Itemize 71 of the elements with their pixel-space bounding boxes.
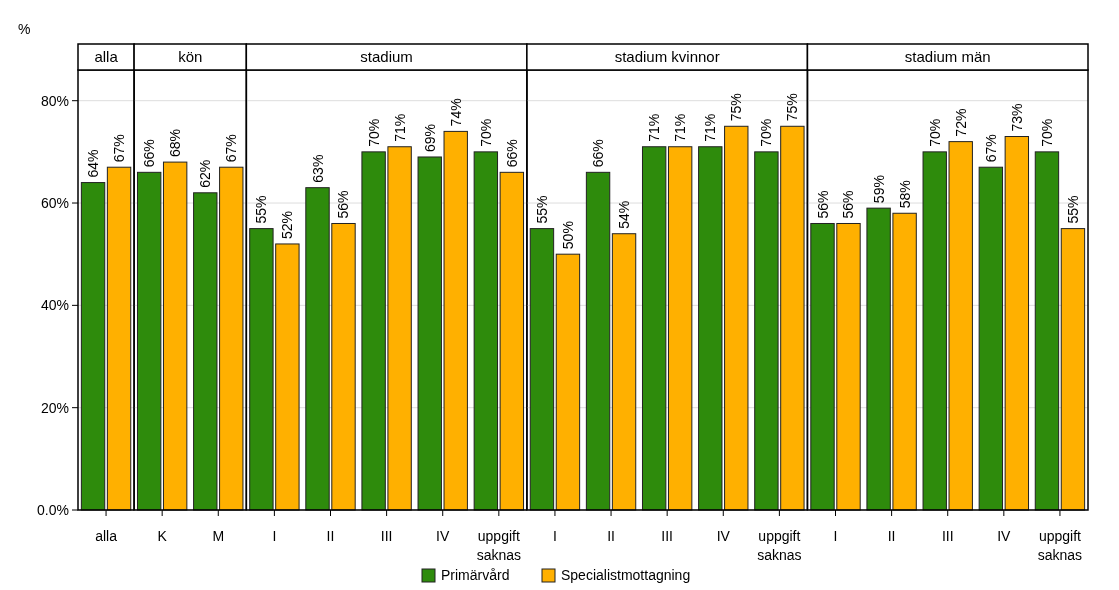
x-tick-label: I (833, 528, 838, 544)
x-tick-label: IV (716, 528, 731, 544)
x-tick-label: III (941, 528, 954, 544)
bar (1060, 228, 1086, 511)
data-label: 58% (896, 180, 913, 209)
data-label: 55% (533, 195, 550, 224)
x-tick-label: IV (997, 528, 1012, 544)
y-tick-label: 60% (40, 195, 69, 212)
data-label: 55% (253, 195, 270, 224)
data-label: 70% (926, 118, 943, 147)
x-tick-label: II (607, 528, 615, 544)
x-tick-label: I (553, 528, 557, 544)
x-tick-label: IV (436, 528, 450, 544)
data-label: 56% (335, 190, 352, 219)
x-tick-label: M (212, 528, 225, 544)
data-label: 54% (616, 200, 633, 229)
x-tick-label: III (380, 528, 393, 544)
data-label: 70% (477, 118, 494, 147)
data-label: 55% (1064, 195, 1081, 224)
data-label: 70% (365, 118, 382, 147)
bar (585, 171, 611, 511)
data-label: 67% (111, 134, 128, 163)
chart-title: stadium män (904, 48, 991, 65)
data-label: 70% (758, 118, 775, 147)
data-label: 56% (814, 190, 831, 219)
chart-title: stadium (360, 48, 413, 65)
bar (555, 253, 581, 511)
y-axis-title: % (18, 21, 31, 37)
data-label: 69% (421, 123, 438, 152)
data-label: 71% (672, 113, 689, 142)
data-label: 50% (559, 221, 576, 250)
data-label: 56% (840, 190, 857, 219)
x-tick-label: I (272, 528, 277, 544)
data-label: 66% (141, 139, 158, 168)
x-tick-label: uppgift saknas (1037, 528, 1083, 563)
data-label: 70% (1038, 118, 1055, 147)
bar (529, 228, 555, 511)
x-tick-label: uppgift saknas (757, 528, 802, 563)
legend-label: Specialistmottagning (561, 567, 691, 583)
data-label: 75% (728, 93, 745, 122)
data-label: 62% (197, 159, 214, 188)
y-tick-label: 80% (40, 92, 69, 109)
data-label: 73% (1008, 103, 1025, 132)
data-label: 75% (784, 93, 801, 122)
y-tick-label: 20% (40, 399, 69, 416)
data-label: 66% (590, 139, 607, 168)
bar (611, 233, 637, 511)
data-label: 67% (982, 134, 999, 163)
x-tick-label: II (887, 528, 896, 544)
y-tick-label: 40% (40, 297, 69, 314)
data-label: 66% (503, 139, 520, 168)
x-tick-label: III (661, 528, 673, 544)
x-tick-label: II (326, 528, 335, 544)
data-label: 63% (309, 154, 326, 183)
data-label: 72% (952, 108, 969, 137)
data-label: 71% (702, 113, 719, 142)
data-label: 59% (870, 175, 887, 204)
data-label: 71% (391, 113, 408, 142)
data-label: 52% (279, 210, 296, 239)
data-label: 67% (223, 134, 240, 163)
bar (1034, 151, 1060, 511)
x-tick-label: K (157, 528, 168, 544)
data-label: 68% (167, 129, 184, 158)
data-label: 64% (85, 149, 102, 178)
legend-label: Primärvård (441, 567, 510, 583)
x-tick-label: uppgift saknas (476, 528, 522, 563)
chart-title: kön (178, 48, 203, 65)
data-label: 71% (646, 113, 663, 142)
chart-title: stadium kvinnor (614, 48, 720, 65)
data-label: 74% (447, 98, 464, 127)
y-tick-label: 0.0% (37, 502, 69, 518)
